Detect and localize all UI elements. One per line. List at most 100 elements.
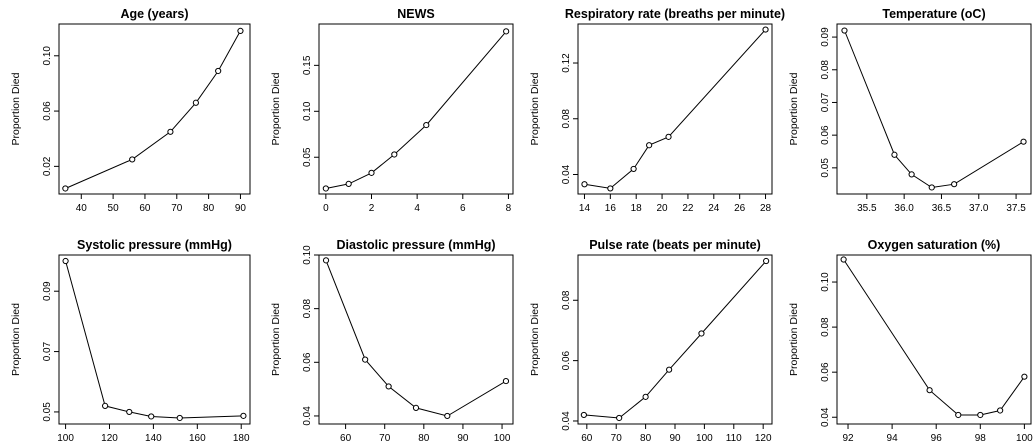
data-point [102, 402, 109, 409]
series-line [584, 29, 766, 189]
series-line [65, 260, 244, 419]
x-tick-label: 80 [203, 203, 215, 214]
chart-title: Age (years) [120, 7, 188, 21]
x-tick-label: 70 [171, 203, 183, 214]
data-point [345, 180, 352, 187]
y-tick-label: 0.06 [302, 352, 313, 372]
data-point [977, 411, 984, 419]
data-point [630, 165, 637, 173]
y-tick-label: 0.10 [820, 272, 831, 292]
y-tick-label: 0.08 [302, 298, 313, 318]
chart-panel: Temperature (oC) Proportion Died 35.5 36.0 3… [788, 7, 1032, 214]
data-point [841, 27, 848, 34]
x-tick-label: 40 [76, 203, 88, 214]
y-tick-label: 0.05 [42, 402, 53, 422]
plot-frame [577, 23, 773, 195]
data-point [581, 181, 588, 188]
y-axis-label: Proportion Died [529, 72, 541, 145]
x-tick-label: 100 [57, 433, 74, 443]
x-tick-label: 60 [581, 433, 593, 443]
chart-panel: Age (years) Proportion Died 40 50 60 70 80 90 0.… [10, 7, 251, 214]
x-tick-label: 24 [708, 203, 720, 214]
x-tick-label: 90 [235, 203, 247, 214]
data-point [908, 171, 915, 178]
y-tick-label: 0.08 [561, 290, 572, 310]
chart-panel: Pulse rate (beats per minute) Proportion … [529, 238, 773, 443]
data-point [444, 412, 451, 420]
data-point [698, 330, 705, 337]
x-tick-label: 100 [494, 433, 511, 443]
data-point [237, 27, 244, 35]
data-point [322, 257, 330, 264]
x-tick-label: 8 [506, 203, 512, 214]
y-tick-label: 0.07 [42, 341, 53, 361]
x-tick-label: 60 [139, 203, 151, 214]
data-point [926, 387, 933, 394]
plot-frame [58, 23, 251, 195]
data-point [580, 411, 587, 419]
x-tick-label: 80 [640, 433, 652, 443]
plot-frame [836, 254, 1032, 425]
data-point [391, 151, 398, 158]
y-tick-label: 0.07 [820, 92, 831, 112]
x-tick-label: 96 [931, 433, 943, 443]
plot-frame [58, 254, 251, 425]
y-tick-label: 0.10 [302, 245, 313, 265]
data-point [646, 142, 653, 149]
x-tick-label: 22 [682, 203, 694, 214]
x-tick-label: 100 [1016, 433, 1033, 443]
plot-frame [318, 23, 514, 195]
y-axis-label: Proportion Died [10, 72, 22, 145]
data-point [665, 133, 672, 140]
x-tick-label: 160 [189, 433, 206, 443]
data-point [997, 407, 1004, 414]
series-line [325, 260, 507, 417]
chart-title: Temperature (oC) [882, 7, 985, 21]
data-point [385, 383, 392, 390]
y-axis-label: Proportion Died [10, 303, 22, 376]
data-point [616, 414, 623, 422]
data-point [192, 99, 199, 106]
x-tick-label: 37.0 [969, 203, 989, 214]
data-point [502, 377, 510, 385]
series-line [583, 260, 767, 419]
x-tick-label: 98 [975, 433, 987, 443]
x-tick-label: 35.5 [857, 203, 877, 214]
series-line [325, 31, 507, 189]
data-point [763, 257, 770, 265]
data-point [126, 408, 133, 416]
data-point [62, 257, 69, 265]
chart-title: Systolic pressure (mmHg) [77, 238, 232, 252]
x-tick-label: 120 [101, 433, 118, 443]
series-line [844, 30, 1024, 189]
chart-title: NEWS [397, 7, 435, 21]
data-point [240, 412, 247, 419]
data-point [955, 411, 962, 419]
chart-panel: Respiratory rate (breaths per minute) Pro… [529, 7, 785, 214]
x-tick-label: 20 [657, 203, 669, 214]
data-point [1020, 138, 1027, 145]
y-tick-label: 0.04 [561, 411, 572, 431]
x-tick-label: 18 [631, 203, 643, 214]
data-point [642, 393, 649, 400]
x-tick-label: 140 [145, 433, 162, 443]
y-axis-label: Proportion Died [788, 303, 800, 376]
chart-panel: Systolic pressure (mmHg) Proportion Died 1… [10, 238, 251, 443]
series-line [843, 259, 1025, 416]
y-axis-label: Proportion Died [270, 303, 282, 376]
chart-panel: Diastolic pressure (mmHg) Proportion Died… [270, 238, 514, 443]
y-tick-label: 0.15 [302, 55, 313, 75]
data-point [891, 151, 898, 158]
y-tick-label: 0.04 [302, 406, 313, 426]
data-point [215, 67, 222, 75]
data-point [666, 366, 673, 373]
y-tick-label: 0.04 [561, 164, 572, 184]
y-tick-label: 0.06 [820, 125, 831, 145]
y-tick-label: 0.08 [561, 109, 572, 129]
data-point [412, 404, 420, 412]
data-point [362, 356, 369, 363]
y-tick-label: 0.08 [820, 317, 831, 337]
y-tick-label: 0.02 [42, 156, 53, 176]
y-tick-label: 0.08 [820, 60, 831, 80]
